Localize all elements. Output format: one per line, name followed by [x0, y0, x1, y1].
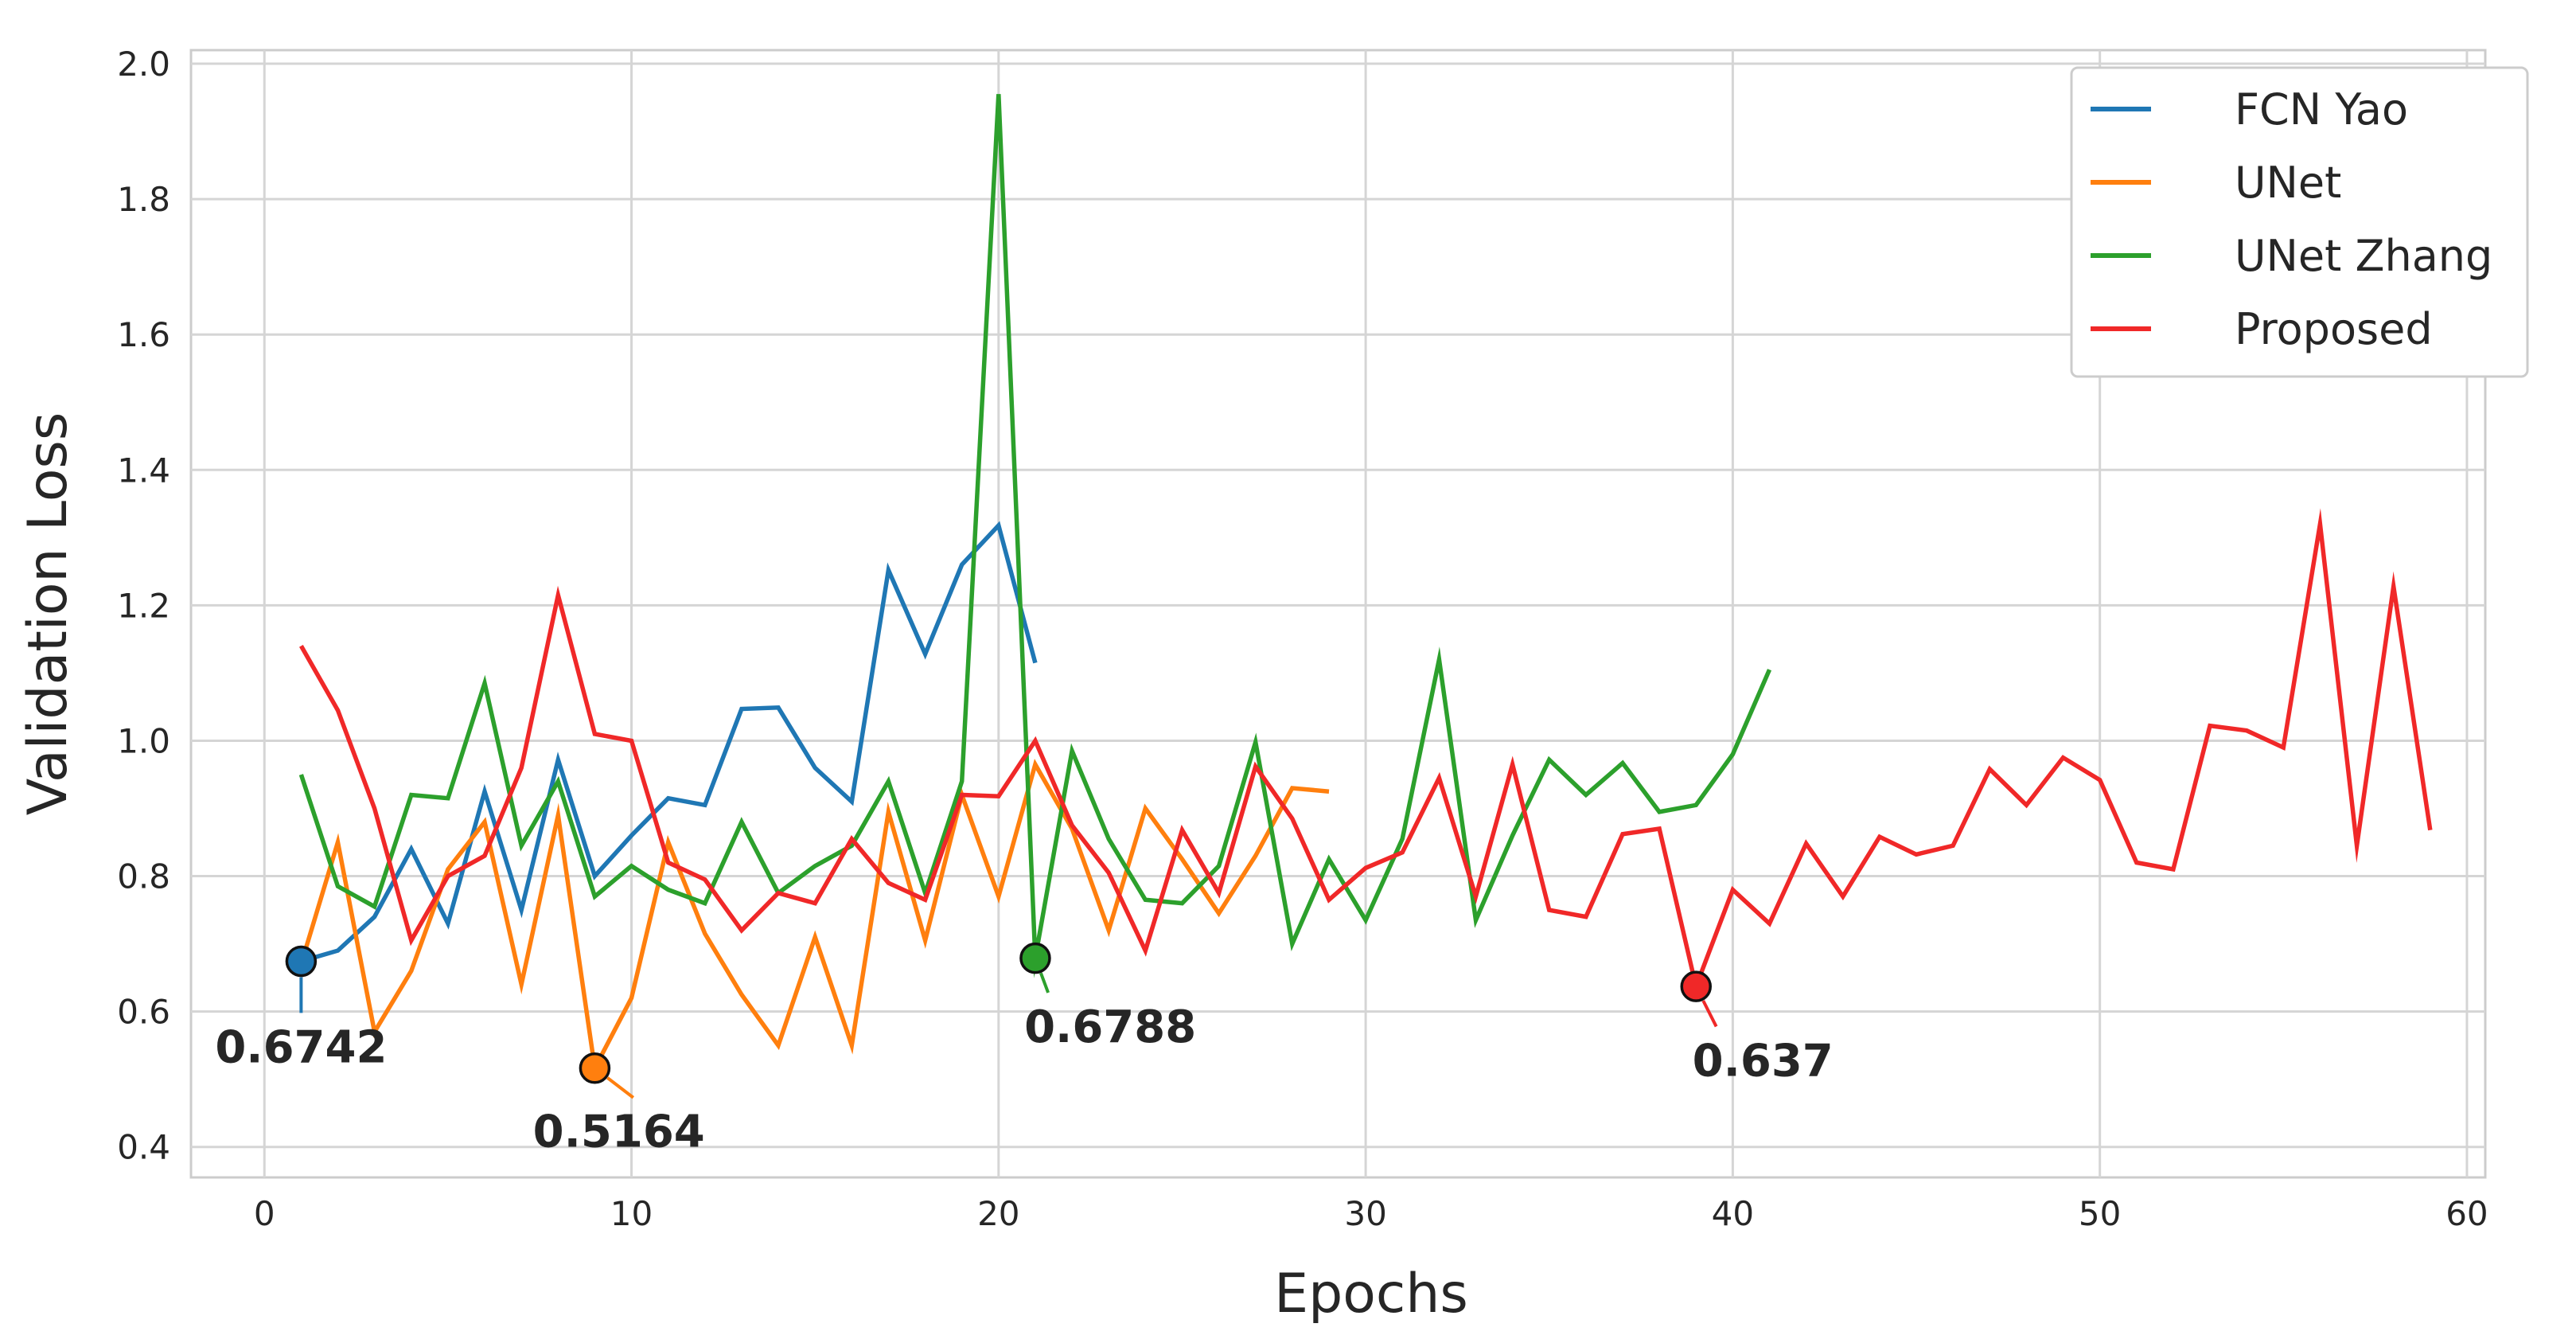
- series-line-proposed: [299, 508, 2433, 994]
- annotation-label: 0.6742: [215, 1021, 387, 1073]
- y-axis-title: Validation Loss: [17, 412, 80, 816]
- x-tick-label: 0: [254, 1194, 275, 1233]
- x-tick-label: 30: [1344, 1194, 1386, 1233]
- annotation-leader: [1701, 1000, 1718, 1028]
- x-axis-title: Epochs: [1274, 1263, 1468, 1325]
- y-tick-label: 1.0: [117, 721, 170, 760]
- annotations: 0.6742 0.5164 0.6788 0.637: [215, 942, 1834, 1158]
- series-line-unet: [298, 759, 1330, 1076]
- x-tick-label: 40: [1712, 1194, 1754, 1233]
- annotation-marker: [1019, 942, 1051, 974]
- x-tick-label: 50: [2079, 1194, 2121, 1233]
- y-tick-label: 0.6: [117, 993, 170, 1032]
- annotation-label: 0.6788: [1024, 1001, 1196, 1053]
- series-line-fcn-yao: [300, 521, 1038, 964]
- y-tick-label: 1.2: [117, 586, 170, 625]
- y-tick-label: 2.0: [117, 45, 170, 84]
- y-tick-label: 0.8: [117, 857, 170, 896]
- y-tick-label: 0.4: [117, 1128, 170, 1167]
- y-tick-label: 1.8: [117, 180, 170, 219]
- legend: FCN Yao UNet UNet Zhang Proposed: [2070, 66, 2529, 378]
- annotation-marker: [285, 945, 318, 978]
- annotation-marker: [579, 1052, 611, 1084]
- x-tick-label: 60: [2445, 1194, 2488, 1233]
- legend-label: Proposed: [2235, 304, 2433, 354]
- legend-label: UNet Zhang: [2235, 231, 2492, 281]
- annotation-leader: [1039, 972, 1050, 994]
- legend-label: FCN Yao: [2235, 84, 2408, 135]
- x-tick-label: 20: [977, 1194, 1019, 1233]
- annotation-marker: [1680, 970, 1712, 1002]
- y-tick-label: 1.6: [117, 315, 170, 354]
- y-tick-label: 1.4: [117, 451, 170, 490]
- x-tick-label: 10: [610, 1194, 653, 1233]
- legend-label: UNet: [2235, 158, 2341, 208]
- annotation-leader: [606, 1076, 635, 1099]
- legend-box: [2070, 66, 2529, 378]
- annotation-label: 0.637: [1693, 1035, 1834, 1087]
- tick-labels: 0 10 20 30 40 50 60 0.4 0.6 0.8 1.0 1.2 1.4 1.6 1.8 2.0: [117, 45, 2488, 1233]
- annotation-label: 0.5164: [533, 1107, 705, 1158]
